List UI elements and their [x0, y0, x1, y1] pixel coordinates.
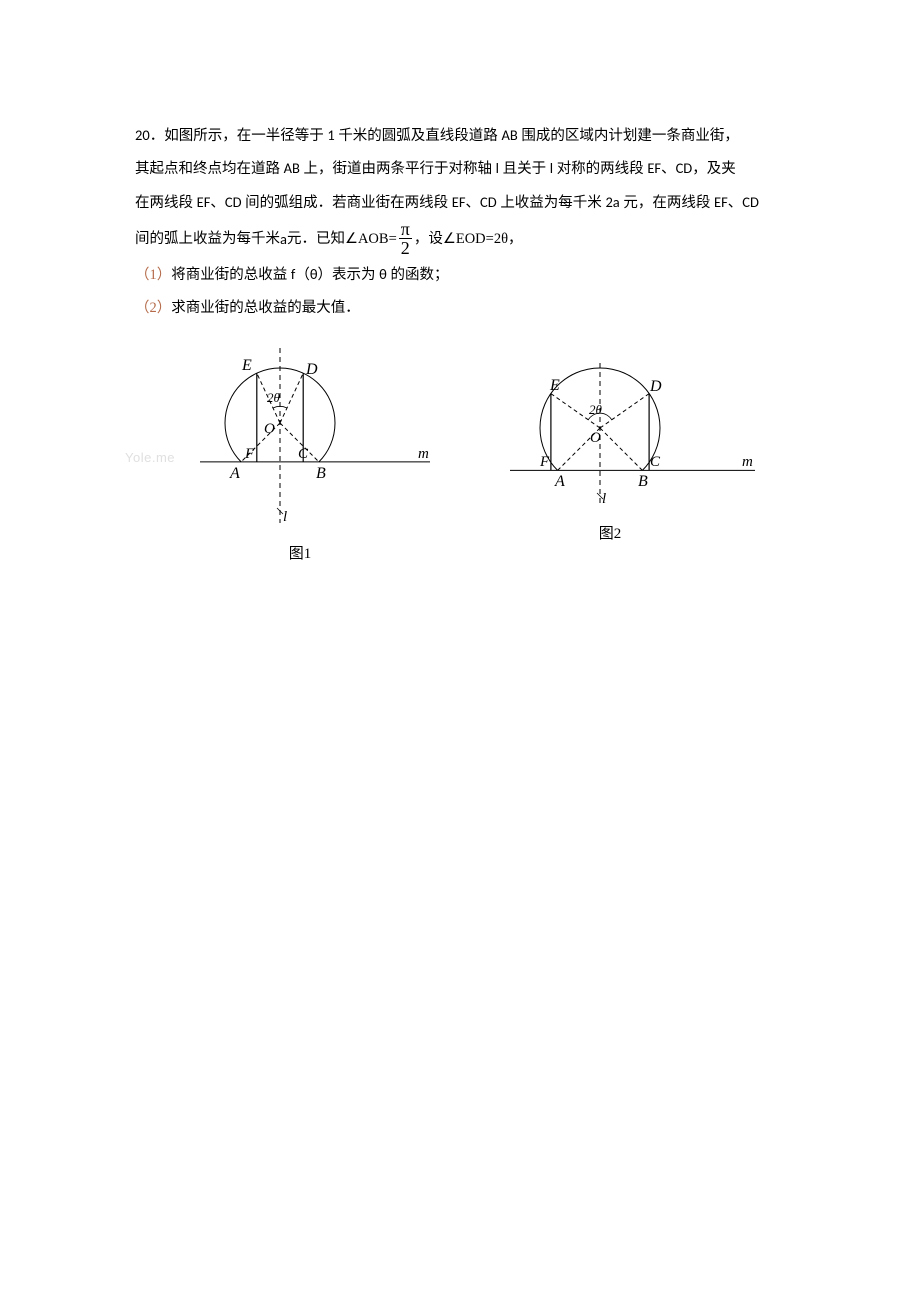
- label-C: C: [298, 446, 309, 462]
- label-E: E: [241, 357, 252, 374]
- figure-2-svg: E D 2θ O F C A B m l: [450, 338, 770, 518]
- label-F-2: F: [539, 454, 550, 470]
- figure-1-caption: 图1: [289, 542, 312, 563]
- figure-2: E D 2θ O F C A B m l 图2: [450, 338, 770, 563]
- label-B-2: B: [638, 473, 648, 490]
- label-l: l: [283, 509, 287, 525]
- problem-block: 20．如图所示，在一半径等于 1 千米的圆弧及直线段道路 AB 围成的区域内计划…: [135, 120, 800, 323]
- label-O: O: [264, 421, 275, 437]
- label-D: D: [305, 361, 318, 378]
- label-A-2: A: [554, 473, 565, 490]
- label-m-2: m: [742, 454, 753, 470]
- problem-line-2: 其起点和终点均在道路 AB 上，街道由两条平行于对称轴 l 且关于 l 对称的两…: [135, 153, 800, 184]
- problem-number: 20．: [135, 126, 164, 144]
- label-B: B: [316, 465, 326, 482]
- label-m: m: [418, 446, 429, 462]
- label-E-2: E: [549, 377, 560, 394]
- label-D-2: D: [649, 378, 662, 395]
- label-O-2: O: [590, 430, 601, 446]
- label-A: A: [229, 465, 240, 482]
- sub-question-2: （2）求商业街的总收益的最大值．: [135, 293, 800, 323]
- watermark: Yole.me: [125, 450, 175, 465]
- problem-line-1: 20．如图所示，在一半径等于 1 千米的圆弧及直线段道路 AB 围成的区域内计划…: [135, 120, 800, 151]
- angle-aob: ∠AOB=: [345, 224, 397, 254]
- angle-eod: ∠EOD=2θ: [443, 224, 508, 254]
- label-C-2: C: [650, 454, 661, 470]
- figures-container: E D 2θ O F C A B m l 图1: [160, 338, 800, 563]
- problem-line-3: 在两线段 EF、CD 间的弧组成．若商业街在两线段 EF、CD 上收益为每千米 …: [135, 187, 800, 218]
- sub-question-1: （1）将商业街的总收益 f（θ）表示为 θ 的函数；: [135, 259, 800, 290]
- figure-2-caption: 图2: [599, 522, 622, 543]
- fraction-pi-2: π2: [399, 220, 412, 257]
- label-F: F: [244, 446, 255, 462]
- label-angle-2: 2θ: [589, 402, 603, 417]
- figure-1: E D 2θ O F C A B m l 图1: [160, 338, 440, 563]
- figure-1-svg: E D 2θ O F C A B m l: [160, 338, 440, 538]
- problem-line-4: 间的弧上收益为每千米 a 元．已知∠AOB=π2，设∠EOD=2θ，: [135, 220, 800, 257]
- label-angle-1: 2θ: [267, 390, 281, 405]
